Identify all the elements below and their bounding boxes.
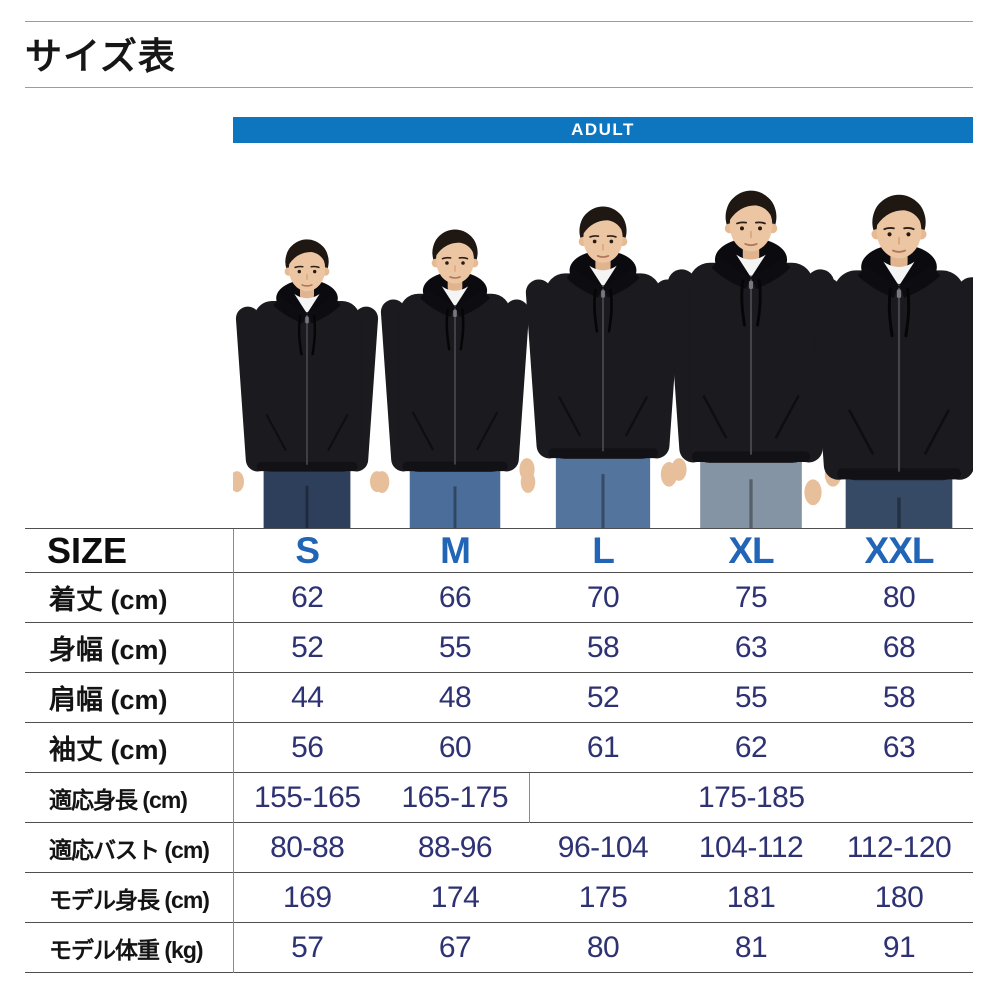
size-value-cell: 63 bbox=[825, 722, 973, 773]
table-header-row: SIZE S M L XL XXL bbox=[25, 528, 973, 573]
size-value-cell: 165-175 bbox=[381, 772, 529, 823]
size-value-cell: 70 bbox=[529, 572, 677, 623]
size-value-cell: 63 bbox=[677, 622, 825, 673]
models-photo-illustration bbox=[233, 190, 973, 528]
size-value-cell: 169 bbox=[232, 872, 381, 923]
size-value-cell: 55 bbox=[381, 622, 529, 673]
size-value-cell: 60 bbox=[381, 722, 529, 773]
size-value-cell: 75 bbox=[677, 572, 825, 623]
size-value-cell: 91 bbox=[825, 922, 973, 973]
size-value-cell: 80 bbox=[825, 572, 973, 623]
size-value-cell: 155-165 bbox=[232, 772, 381, 823]
row-label: 身幅 (cm) bbox=[25, 622, 233, 673]
table-row: 適応バスト (cm) 80-88 88-96 96-104 104-112 112-120 bbox=[25, 822, 973, 873]
size-value-cell: 96-104 bbox=[529, 822, 677, 873]
row-label: 適応バスト (cm) bbox=[25, 822, 233, 873]
table-row: 袖丈 (cm) 56 60 61 62 63 bbox=[25, 722, 973, 773]
table-row: モデル身長 (cm) 169 174 175 181 180 bbox=[25, 872, 973, 923]
size-table: SIZE S M L XL XXL 着丈 (cm) 62 66 70 75 80 身幅 (cm) 52 5… bbox=[25, 528, 973, 973]
size-value-cell: 52 bbox=[232, 622, 381, 673]
model-figure-xxl bbox=[804, 194, 973, 528]
top-divider-line bbox=[25, 21, 973, 22]
model-figure-l bbox=[519, 206, 687, 528]
column-header-s: S bbox=[232, 528, 381, 573]
model-figure-xl bbox=[660, 190, 842, 528]
size-value-cell: 68 bbox=[825, 622, 973, 673]
column-header-xl: XL bbox=[677, 528, 825, 573]
size-value-cell: 55 bbox=[677, 672, 825, 723]
size-value-cell: 58 bbox=[529, 622, 677, 673]
column-header-m: M bbox=[381, 528, 529, 573]
size-value-cell: 62 bbox=[677, 722, 825, 773]
size-value-cell: 52 bbox=[529, 672, 677, 723]
row-label: 肩幅 (cm) bbox=[25, 672, 233, 723]
adult-banner-label: ADULT bbox=[571, 120, 635, 139]
size-value-cell: 81 bbox=[677, 922, 825, 973]
table-row: 身幅 (cm) 52 55 58 63 68 bbox=[25, 622, 973, 673]
column-header-xxl: XXL bbox=[825, 528, 973, 573]
row-label: 着丈 (cm) bbox=[25, 572, 233, 623]
adult-banner: ADULT bbox=[233, 117, 973, 143]
size-value-cell: 57 bbox=[232, 922, 381, 973]
size-value-cell: 175-185 bbox=[528, 772, 973, 823]
table-row: 肩幅 (cm) 44 48 52 55 58 bbox=[25, 672, 973, 723]
model-figure-s bbox=[233, 239, 384, 528]
size-value-cell: 180 bbox=[825, 872, 973, 923]
models-photo bbox=[233, 143, 973, 528]
size-value-cell: 44 bbox=[232, 672, 381, 723]
size-value-cell: 112-120 bbox=[825, 822, 973, 873]
table-row: 適応身長 (cm) 155-165 165-175 175-185 bbox=[25, 772, 973, 823]
size-value-cell: 80 bbox=[529, 922, 677, 973]
size-value-cell: 181 bbox=[677, 872, 825, 923]
page-title: サイズ表 bbox=[25, 36, 176, 77]
size-value-cell: 48 bbox=[381, 672, 529, 723]
model-figure-m bbox=[374, 229, 536, 528]
row-label: モデル身長 (cm) bbox=[25, 872, 233, 923]
size-value-cell: 174 bbox=[381, 872, 529, 923]
size-value-cell: 66 bbox=[381, 572, 529, 623]
size-value-cell: 56 bbox=[232, 722, 381, 773]
size-value-cell: 175 bbox=[529, 872, 677, 923]
column-header-l: L bbox=[529, 528, 677, 573]
row-label: 袖丈 (cm) bbox=[25, 722, 233, 773]
size-table-corner-label: SIZE bbox=[25, 528, 233, 573]
size-value-cell: 61 bbox=[529, 722, 677, 773]
size-value-cell: 62 bbox=[232, 572, 381, 623]
row-label: モデル体重 (kg) bbox=[25, 922, 233, 973]
table-row: モデル体重 (kg) 57 67 80 81 91 bbox=[25, 922, 973, 973]
size-value-cell: 67 bbox=[381, 922, 529, 973]
size-value-cell: 104-112 bbox=[677, 822, 825, 873]
title-divider-line bbox=[25, 87, 973, 88]
size-value-cell: 88-96 bbox=[381, 822, 529, 873]
table-row: 着丈 (cm) 62 66 70 75 80 bbox=[25, 572, 973, 623]
size-value-cell: 58 bbox=[825, 672, 973, 723]
size-value-cell: 80-88 bbox=[232, 822, 381, 873]
row-label: 適応身長 (cm) bbox=[25, 772, 233, 823]
